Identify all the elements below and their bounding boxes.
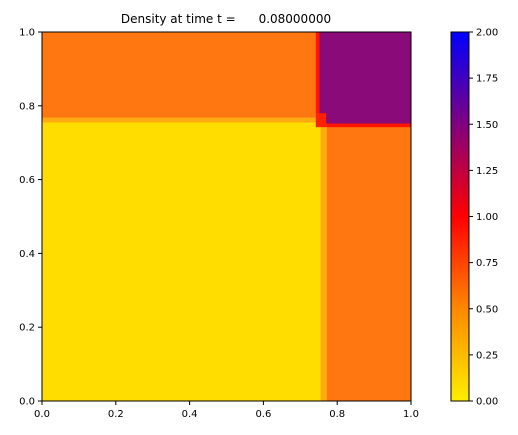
y-axis: 0.0 0.2 0.4 0.6 0.8 1.0 (19, 28, 42, 408)
x-tick-label: 0.2 (108, 409, 124, 420)
x-tick-label: 1.0 (403, 409, 419, 420)
boundary-left-horizontal (42, 117, 319, 123)
y-tick-label: 0.2 (19, 323, 35, 334)
boundary-right-vertical (320, 124, 327, 401)
x-tick-label: 0.6 (255, 409, 271, 420)
colorbar-tick-label: 1.25 (476, 166, 498, 177)
chart-title: Density at time t = 0.08000000 (121, 12, 331, 26)
colorbar-tick-label: 0.25 (476, 350, 498, 361)
colorbar-tick-label: 1.75 (476, 74, 498, 85)
colorbar-tick-label: 0.75 (476, 258, 498, 269)
plot-area (41, 31, 412, 402)
colorbar-tick-label: 1.00 (476, 212, 498, 223)
region-upper-right (318, 32, 411, 125)
x-tick-label: 0.0 (34, 409, 50, 420)
boundary-right-horizontal (326, 123, 411, 128)
region-lower-right (324, 124, 411, 401)
boundary-top-vertical (315, 32, 320, 114)
y-tick-label: 0.4 (19, 249, 35, 260)
y-tick-label: 0.8 (19, 101, 35, 112)
colorbar-gradient (450, 31, 470, 402)
boundary-corner (315, 113, 327, 128)
region-lower-left (42, 118, 325, 401)
colorbar-tick-label: 0.00 (476, 397, 498, 408)
y-tick-label: 1.0 (19, 28, 35, 39)
y-tick-label: 0.6 (19, 175, 35, 186)
y-tick-label: 0.0 (19, 397, 35, 408)
colorbar-tick-label: 0.50 (476, 304, 498, 315)
plot-frame (41, 31, 412, 402)
colorbar: 0.00 0.25 0.50 0.75 1.00 1.25 1.50 1.75 2.00 (450, 28, 498, 408)
x-axis: 0.0 0.2 0.4 0.6 0.8 1.0 (34, 401, 419, 420)
colorbar-tick-label: 1.50 (476, 120, 498, 131)
x-tick-label: 0.8 (329, 409, 345, 420)
region-upper-left (42, 32, 319, 119)
colorbar-tick-label: 2.00 (476, 28, 498, 39)
x-tick-label: 0.4 (182, 409, 198, 420)
